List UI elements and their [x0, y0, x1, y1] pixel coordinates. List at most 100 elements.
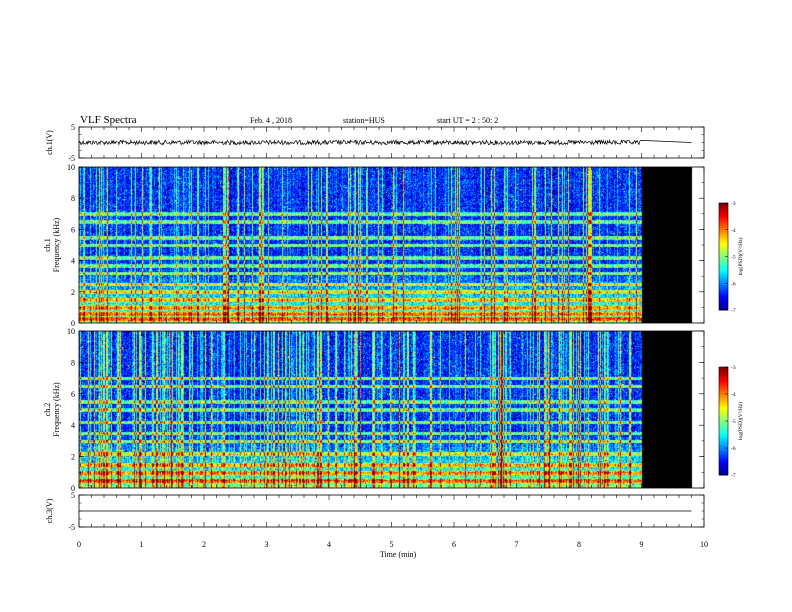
- colorbar-segment: [719, 288, 728, 291]
- x-tick-label: 3: [265, 540, 269, 549]
- colorbar-segment: [719, 210, 728, 213]
- y-tick-label: -5: [68, 154, 75, 163]
- colorbar-segment: [719, 377, 728, 381]
- colorbar-segment: [719, 242, 728, 245]
- y-tick-label: 8: [71, 194, 75, 203]
- colorbar-segment: [719, 383, 728, 386]
- time-axis: 0 1 2 3 4 5 6 7 8 9 10: [77, 540, 708, 549]
- x-tick-label: 2: [202, 540, 206, 549]
- colorbar-segment: [719, 428, 728, 431]
- colorbar-segment: [719, 251, 728, 254]
- colorbar-segment: [719, 388, 728, 391]
- colorbar-tick-label: -6: [731, 446, 736, 452]
- colorbar-segment: [719, 219, 728, 222]
- colorbar-segment: [719, 283, 728, 286]
- spectrogram-image: [79, 167, 704, 323]
- x-tick-label: 1: [140, 540, 144, 549]
- y-tick-label: 6: [71, 225, 75, 234]
- colorbar-segment: [719, 249, 728, 252]
- colorbar-segment: [719, 226, 728, 229]
- waveform-trace: [78, 138, 692, 146]
- colorbar-segment: [719, 297, 728, 300]
- colorbar-tick-label: -3: [731, 365, 736, 371]
- colorbar-segment: [719, 231, 728, 234]
- y-tick-label: 2: [71, 288, 75, 297]
- colorbar-segment: [719, 453, 728, 456]
- ch2-colorbar: -3 -4 -5 -6 -7 log(PSD)(V²/Hz): [718, 365, 744, 479]
- colorbar-segment: [719, 394, 728, 397]
- colorbar-segment: [719, 426, 728, 429]
- colorbar-segment: [719, 404, 728, 408]
- colorbar-segment: [719, 419, 728, 422]
- colorbar-segment: [719, 367, 728, 370]
- colorbar-segment: [719, 386, 728, 390]
- colorbar-tick-label: -4: [731, 228, 736, 234]
- colorbar-label: log(PSD)(V²/Hz): [737, 237, 744, 275]
- colorbar-tick-label: -6: [731, 281, 736, 287]
- colorbar-segment: [719, 368, 728, 372]
- colorbar-segment: [719, 208, 728, 211]
- colorbar-segment: [719, 455, 728, 458]
- figure-title: VLF Spectra: [80, 114, 137, 126]
- colorbar-segment: [719, 204, 728, 208]
- colorbar-tick-label: -7: [731, 308, 736, 314]
- colorbar-segment: [719, 451, 728, 454]
- y-axis-label: ch.1(V): [45, 130, 54, 155]
- colorbar-segment: [719, 464, 728, 467]
- y-tick-label: 5: [71, 491, 75, 500]
- colorbar-segment: [719, 372, 728, 375]
- ch2-spectrogram-panel: 0 2 4 6 8 10 ch.2Frequency (kHz): [43, 327, 705, 493]
- colorbar-segment: [719, 466, 728, 469]
- colorbar-tick-label: -4: [731, 392, 736, 398]
- colorbar-segment: [719, 440, 728, 444]
- colorbar-segment: [719, 267, 728, 270]
- y-tick-label: 2: [71, 453, 75, 462]
- x-tick-label: 9: [640, 540, 644, 549]
- colorbar-segment: [719, 252, 728, 256]
- colorbar-segment: [719, 244, 728, 247]
- colorbar-segment: [719, 433, 728, 436]
- figure-start-time: start UT = 2 : 50: 2: [437, 116, 498, 125]
- y-axis-label: ch.1Frequency (kHz): [43, 217, 61, 272]
- colorbar-segment: [719, 439, 728, 442]
- colorbar-segment: [719, 233, 728, 236]
- colorbar-segment: [719, 449, 728, 453]
- colorbar-segment: [719, 408, 728, 411]
- colorbar-segment: [719, 274, 728, 277]
- y-tick-label: 4: [71, 421, 75, 430]
- colorbar-segment: [719, 213, 728, 216]
- ch1-waveform-panel: 5 -5 ch.1(V): [45, 123, 705, 163]
- colorbar-segment: [719, 220, 728, 224]
- colorbar-segment: [719, 446, 728, 449]
- colorbar-segment: [719, 286, 728, 290]
- colorbar-tick-label: -3: [731, 201, 736, 207]
- colorbar-segment: [719, 215, 728, 218]
- colorbar-segment: [719, 457, 728, 460]
- y-tick-label: 0: [71, 319, 75, 328]
- colorbar-segment: [719, 222, 728, 225]
- colorbar-segment: [719, 254, 728, 257]
- colorbar-segment: [719, 469, 728, 472]
- colorbar-segment: [719, 236, 728, 240]
- colorbar-segment: [719, 410, 728, 413]
- x-tick-label: 7: [515, 540, 519, 549]
- y-tick-label: 5: [71, 123, 75, 132]
- colorbar-segment: [719, 293, 728, 297]
- colorbar-segment: [719, 471, 728, 474]
- colorbar-tick-label: -7: [731, 473, 736, 479]
- colorbar-segment: [719, 235, 728, 238]
- colorbar-segment: [719, 431, 728, 435]
- colorbar-segment: [719, 203, 728, 206]
- colorbar-segment: [719, 413, 728, 417]
- colorbar-segment: [719, 270, 728, 274]
- y-tick-label: 6: [71, 390, 75, 399]
- colorbar-segment: [719, 392, 728, 395]
- y-tick-label: 8: [71, 358, 75, 367]
- spectrogram-image: [79, 331, 704, 488]
- colorbar-segment: [719, 277, 728, 281]
- y-tick-label: 0: [71, 484, 75, 493]
- colorbar-segment: [719, 301, 728, 304]
- colorbar-segment: [719, 406, 728, 409]
- colorbar-segment: [719, 299, 728, 302]
